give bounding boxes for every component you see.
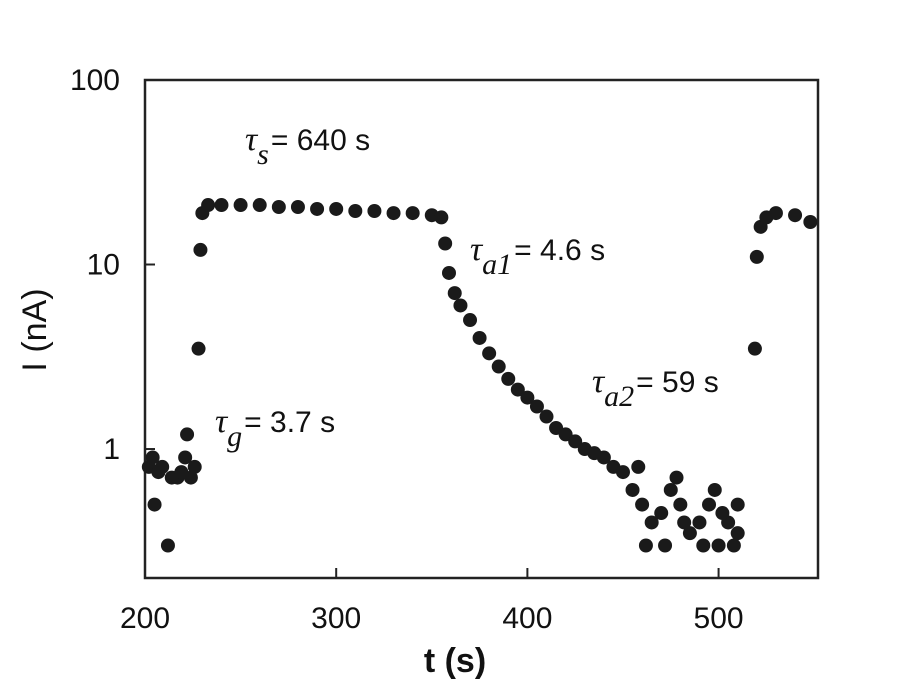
data-point	[193, 242, 208, 257]
data-point	[635, 497, 650, 512]
data-point	[310, 201, 325, 216]
annotation-symbol: τ	[245, 121, 259, 158]
y-tick-label: 100	[70, 64, 120, 97]
data-point	[715, 506, 730, 521]
data-point	[145, 450, 160, 465]
data-point	[631, 459, 646, 474]
annotation-text: = 4.6 s	[514, 234, 605, 267]
data-point	[663, 482, 678, 497]
data-point	[702, 497, 717, 512]
data-point	[463, 313, 478, 328]
data-point	[707, 482, 722, 497]
data-point	[329, 201, 344, 216]
data-point	[788, 208, 803, 223]
annotation-symbol: τ	[215, 403, 229, 440]
annotation: τg= 3.7 s	[215, 403, 335, 453]
annotation: τa2= 59 s	[592, 363, 719, 413]
data-point	[677, 515, 692, 530]
data-point	[447, 286, 462, 301]
annotation-text: = 640 s	[271, 124, 370, 157]
data-point	[658, 538, 673, 553]
data-point	[183, 470, 198, 485]
data-point	[747, 341, 762, 356]
data-point	[491, 359, 506, 374]
data-point	[803, 214, 818, 229]
data-point	[178, 450, 193, 465]
data-point	[696, 538, 711, 553]
data-point	[405, 206, 420, 221]
data-point	[692, 515, 707, 530]
data-point	[625, 482, 640, 497]
data-point	[441, 265, 456, 280]
data-point	[726, 538, 741, 553]
annotation: τs= 640 s	[245, 121, 370, 171]
data-point	[730, 497, 745, 512]
data-point	[596, 450, 611, 465]
data-point	[529, 399, 544, 414]
data-point	[501, 371, 516, 386]
y-tick-label: 10	[87, 249, 120, 282]
data-point	[453, 298, 468, 313]
x-tick-label: 200	[120, 602, 170, 635]
x-axis-title: t (s)	[424, 642, 486, 680]
data-point	[367, 203, 382, 218]
data-point	[711, 538, 726, 553]
x-tick-label: 400	[502, 602, 552, 635]
data-point	[201, 198, 216, 213]
data-point	[682, 526, 697, 541]
data-point	[187, 459, 202, 474]
annotation-subscript: a2	[604, 380, 634, 413]
annotation-text: = 3.7 s	[244, 406, 335, 439]
data-point	[191, 341, 206, 356]
annotation-symbol: τ	[470, 231, 484, 268]
data-point	[615, 465, 630, 480]
data-point	[438, 236, 453, 251]
data-point	[147, 497, 162, 512]
data-point	[749, 249, 764, 264]
annotation: τa1= 4.6 s	[470, 231, 605, 281]
annotation-symbol: τ	[592, 363, 606, 400]
data-point	[160, 538, 175, 553]
data-point	[214, 198, 229, 213]
data-point	[730, 526, 745, 541]
annotation-text: = 59 s	[636, 366, 719, 399]
data-point	[768, 206, 783, 221]
annotation-subscript: a1	[482, 248, 512, 281]
data-point	[520, 390, 535, 405]
data-point	[654, 506, 669, 521]
data-point	[271, 199, 286, 214]
x-tick-label: 300	[311, 602, 361, 635]
data-point	[386, 206, 401, 221]
y-tick-label: 1	[103, 433, 120, 466]
data-point	[348, 203, 363, 218]
data-point	[472, 330, 487, 345]
data-point	[290, 199, 305, 214]
data-point	[482, 346, 497, 361]
data-point	[510, 382, 525, 397]
data-point	[669, 470, 684, 485]
data-point	[180, 427, 195, 442]
x-tick-label: 500	[694, 602, 744, 635]
data-point	[638, 538, 653, 553]
data-point	[673, 497, 688, 512]
data-point	[644, 515, 659, 530]
data-point	[568, 434, 583, 449]
data-point	[155, 459, 170, 474]
data-point	[233, 198, 248, 213]
data-point	[539, 409, 554, 424]
annotation-subscript: g	[227, 420, 242, 453]
annotation-subscript: s	[257, 138, 269, 171]
data-point	[434, 210, 449, 225]
y-axis-title: I (nA)	[16, 288, 54, 371]
data-point	[252, 198, 267, 213]
plot-frame	[143, 78, 820, 580]
